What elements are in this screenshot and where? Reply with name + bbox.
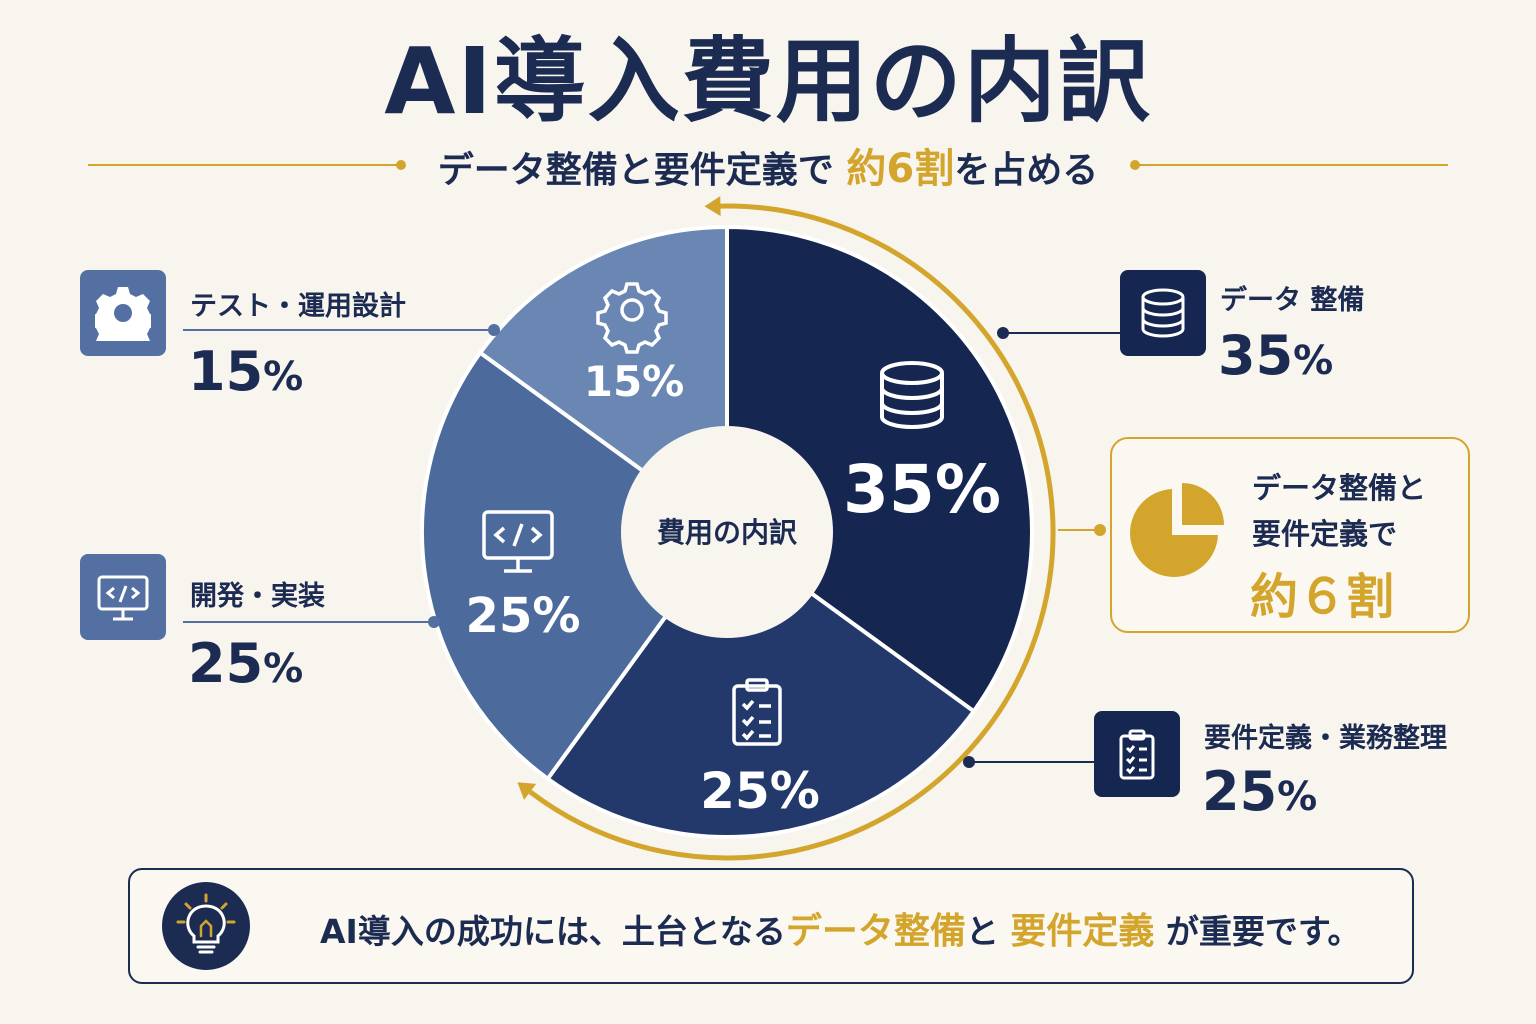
subtitle-highlight: 約6割	[846, 146, 955, 192]
legend-req-icon-box	[1094, 711, 1180, 797]
legend-test-pct: %	[263, 354, 304, 400]
subtitle-divider-left	[88, 160, 406, 170]
legend-dev-icon-box	[80, 554, 166, 640]
legend-data-value: 35%	[1218, 324, 1333, 387]
clipboard-icon	[1119, 729, 1155, 780]
bottom-text-mid: と	[965, 912, 999, 951]
pie-slices	[420, 224, 1034, 839]
legend-test-num: 15	[188, 340, 264, 403]
legend-data-icon-box	[1120, 270, 1206, 356]
clipboard-icon	[732, 678, 782, 746]
legend-req-label: 要件定義・業務整理	[1204, 723, 1447, 754]
callout-line1: データ整備と	[1252, 471, 1427, 505]
subtitle-divider-right	[1130, 160, 1449, 170]
callout-line2: 要件定義で	[1252, 517, 1398, 551]
legend-req-num: 25	[1202, 760, 1278, 823]
arc-arrowhead-bottom	[517, 782, 537, 800]
legend-dev-num: 25	[188, 632, 264, 695]
pie-chart-icon	[1130, 483, 1224, 577]
donut-hole	[621, 426, 833, 638]
subtitle-after: を占める	[954, 150, 1099, 191]
legend-test-value: 15%	[188, 340, 303, 403]
leader-lines	[183, 324, 1120, 768]
slice-label-test: 15%	[584, 357, 685, 406]
slice-label-req: 25%	[700, 762, 820, 820]
subtitle-before: データ整備と要件定義で	[437, 150, 834, 191]
bottom-highlight-data: データ整備	[785, 911, 966, 952]
bottom-message: AI導入の成功には、土台となるデータ整備と 要件定義 が重要です。	[320, 902, 1361, 954]
bottom-highlight-req: 要件定義	[1010, 911, 1155, 952]
arc-arrowhead-top	[704, 196, 721, 217]
gear-icon	[95, 287, 151, 341]
highlight-arc-path	[528, 203, 1056, 861]
legend-req-value: 25%	[1202, 760, 1317, 823]
legend-data-label: データ 整備	[1220, 285, 1365, 316]
bottom-message-box: AI導入の成功には、土台となるデータ整備と 要件定義 が重要です。	[128, 868, 1414, 984]
callout-highlight: 約６割	[1250, 569, 1395, 625]
slice-label-dev: 25%	[466, 588, 581, 644]
legend-data-pct: %	[1293, 338, 1334, 384]
subtitle-row: データ整備と要件定義で 約6割を占める	[88, 140, 1449, 192]
highlight-arc	[517, 196, 1056, 861]
page-title: AI導入費用の内訳	[384, 28, 1152, 135]
slice-dev	[420, 349, 730, 782]
gear-icon	[596, 282, 668, 354]
bottom-text-before: AI導入の成功には、土台となる	[320, 912, 786, 951]
slice-label-data: 35%	[843, 451, 1001, 528]
code-monitor-icon	[97, 575, 149, 621]
code-monitor-icon	[482, 510, 554, 573]
database-icon	[880, 361, 944, 429]
legend-dev-pct: %	[263, 646, 304, 692]
legend-test-label: テスト・運用設計	[190, 291, 406, 322]
subtitle: データ整備と要件定義で 約6割を占める	[402, 136, 1134, 194]
slice-data	[725, 224, 1034, 715]
lightbulb-icon	[176, 893, 236, 954]
legend-dev-value: 25%	[188, 632, 303, 695]
legend-test-icon-box	[80, 270, 166, 356]
center-label: 費用の内訳	[657, 516, 798, 549]
lightbulb-icon-circle	[162, 882, 250, 970]
legend-data-num: 35	[1218, 324, 1294, 387]
database-icon	[1141, 288, 1185, 338]
legend-dev-label: 開発・実装	[190, 581, 325, 612]
legend-req-pct: %	[1277, 774, 1318, 820]
callout-box: データ整備と 要件定義で 約６割	[1110, 437, 1470, 633]
bottom-text-after: が重要です。	[1165, 912, 1361, 951]
